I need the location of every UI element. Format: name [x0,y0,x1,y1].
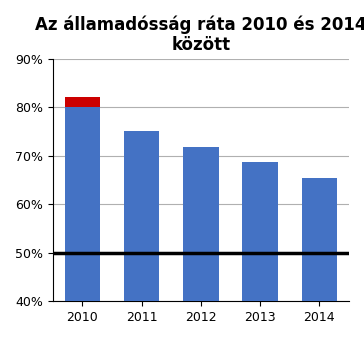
Bar [124,132,159,339]
Bar [64,107,100,339]
Title: Az államadósság ráta 2010 és 2014
között: Az államadósság ráta 2010 és 2014 között [35,15,364,54]
Bar [64,97,100,107]
Bar [242,161,278,339]
Bar [302,178,337,339]
Bar [183,147,219,339]
